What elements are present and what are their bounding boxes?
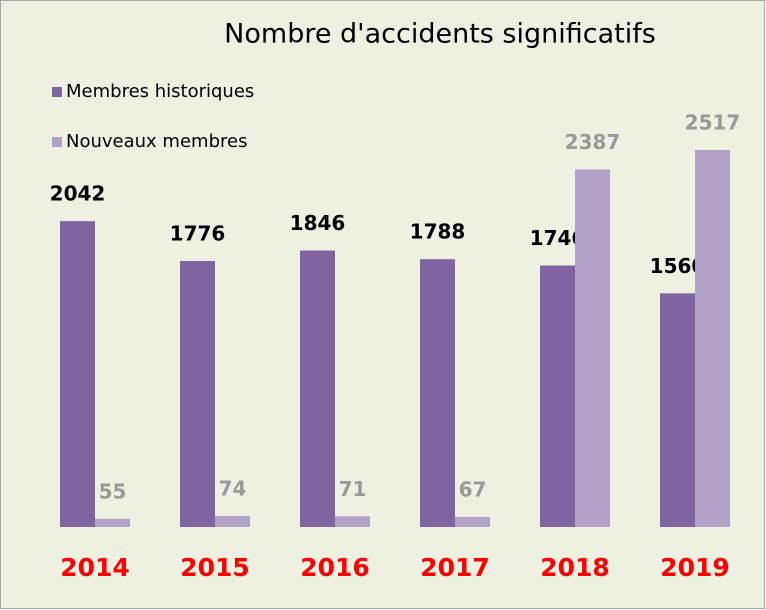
x-tick-label: 2016 — [300, 553, 370, 582]
x-tick-label: 2014 — [60, 553, 130, 582]
data-label: 2387 — [565, 130, 621, 154]
x-tick-label: 2015 — [180, 553, 250, 582]
legend-swatch — [52, 137, 62, 147]
bar — [95, 518, 130, 527]
data-label: 2042 — [50, 182, 106, 206]
legend-label: Nouveaux membres — [66, 131, 247, 152]
bar — [420, 259, 455, 527]
x-tick-label: 2018 — [540, 553, 610, 582]
bar — [300, 250, 335, 528]
data-label: 67 — [459, 477, 487, 501]
legend-label: Membres historiques — [66, 81, 254, 102]
data-label: 55 — [99, 479, 127, 503]
bar — [455, 516, 490, 527]
data-label: 1776 — [170, 221, 226, 245]
bar — [575, 169, 610, 527]
bar — [695, 150, 730, 527]
x-tick-label: 2019 — [660, 553, 730, 582]
chart-title: Nombre d'accidents significatifs — [224, 19, 656, 50]
legend-swatch — [52, 87, 62, 97]
data-label: 1788 — [410, 220, 466, 244]
bar — [660, 293, 695, 527]
bar — [335, 516, 370, 527]
x-tick-label: 2017 — [420, 553, 490, 582]
data-label: 71 — [339, 477, 367, 501]
bar — [60, 221, 95, 527]
data-label: 1846 — [290, 211, 346, 235]
data-label: 74 — [219, 476, 247, 500]
data-label: 2517 — [685, 111, 741, 135]
bar — [540, 265, 575, 527]
bar — [180, 260, 215, 527]
bar — [215, 515, 250, 527]
